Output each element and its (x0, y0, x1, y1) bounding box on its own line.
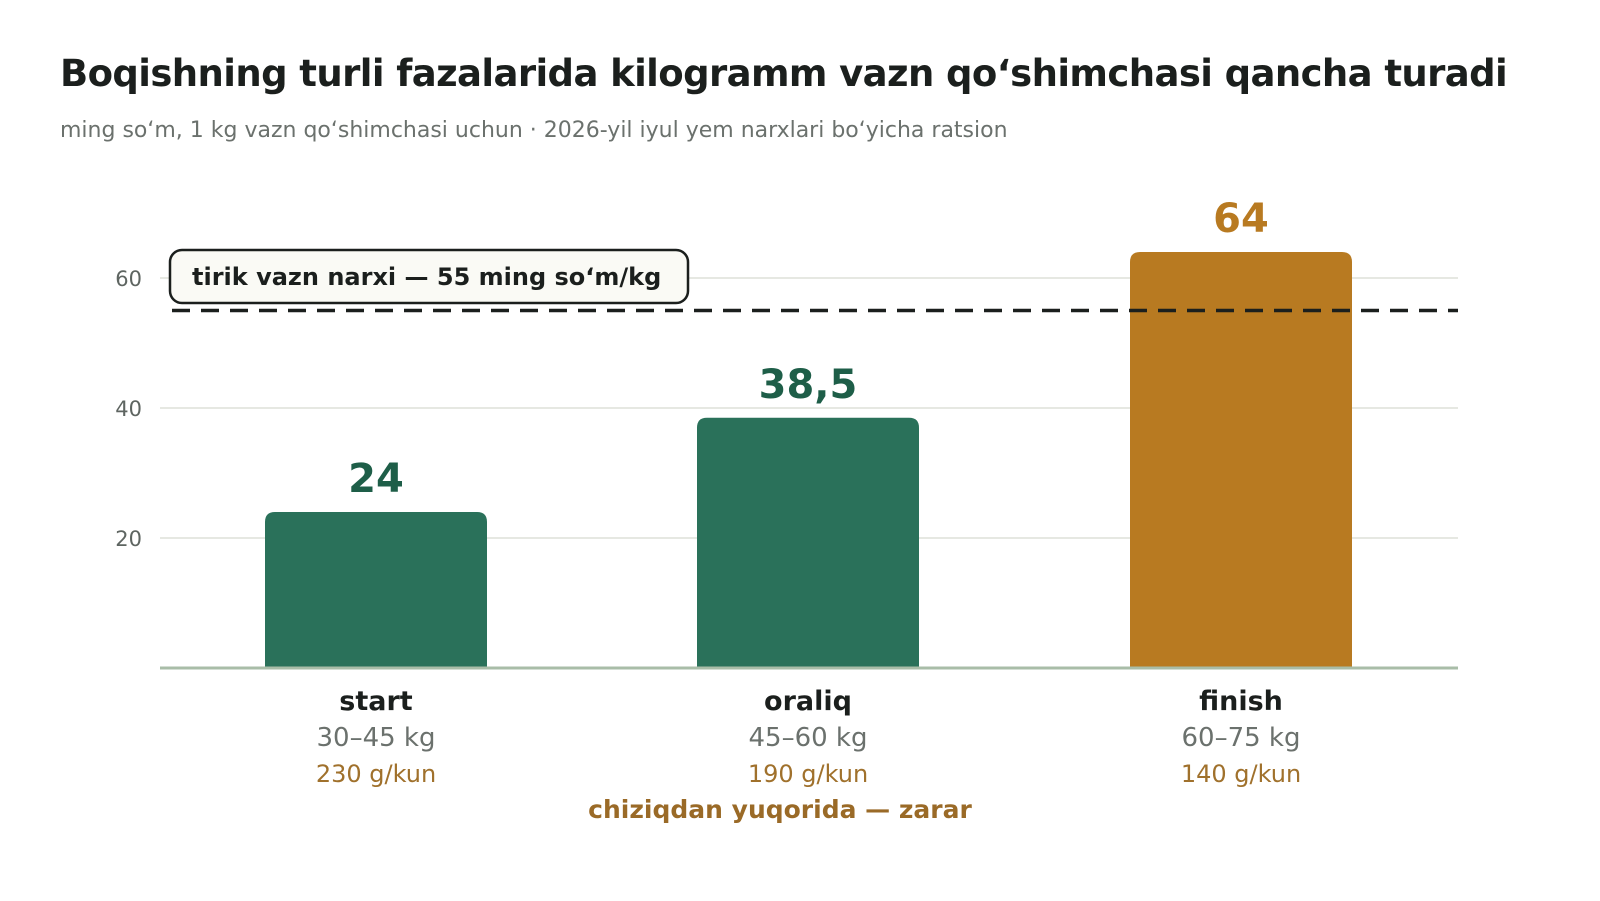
category-label: start (339, 686, 413, 717)
reference-line-label-text: tirik vazn narxi — 55 ming so‘m/kg (192, 263, 661, 291)
value-label-oraliq: 38,5 (759, 362, 858, 408)
weight-range-label: 45–60 kg (749, 723, 868, 753)
daily-gain-label: 190 g/kun (748, 760, 868, 788)
daily-gain-label: 230 g/kun (316, 760, 436, 788)
bars (265, 252, 1352, 668)
y-tick-label: 40 (115, 397, 142, 421)
weight-range-label: 30–45 kg (317, 723, 436, 753)
category-label: oraliq (764, 686, 852, 717)
bar-oraliq (697, 417, 919, 668)
bar-finish (1130, 252, 1352, 668)
value-label-start: 24 (348, 456, 404, 502)
y-tick-label: 20 (115, 527, 142, 551)
daily-gain-label: 140 g/kun (1181, 760, 1301, 788)
bar-start (265, 512, 487, 668)
reference-line-label: tirik vazn narxi — 55 ming so‘m/kg (168, 248, 690, 305)
chart-subtitle: ming so‘m, 1 kg vazn qo‘shimchasi uchun … (60, 118, 1008, 143)
value-label-finish: 64 (1213, 196, 1269, 242)
category-label: finish (1199, 686, 1283, 717)
loss-annotation: chiziqdan yuqorida — zarar (588, 795, 972, 824)
chart-title: Boqishning turli fazalarida kilogramm va… (60, 52, 1508, 95)
weight-range-label: 60–75 kg (1182, 723, 1301, 753)
category-labels: start 30–45 kg 230 g/kun oraliq 45–60 kg 190 … (316, 686, 1301, 788)
value-labels: 24 38,5 64 (348, 196, 1269, 502)
y-tick-label: 60 (115, 267, 142, 291)
